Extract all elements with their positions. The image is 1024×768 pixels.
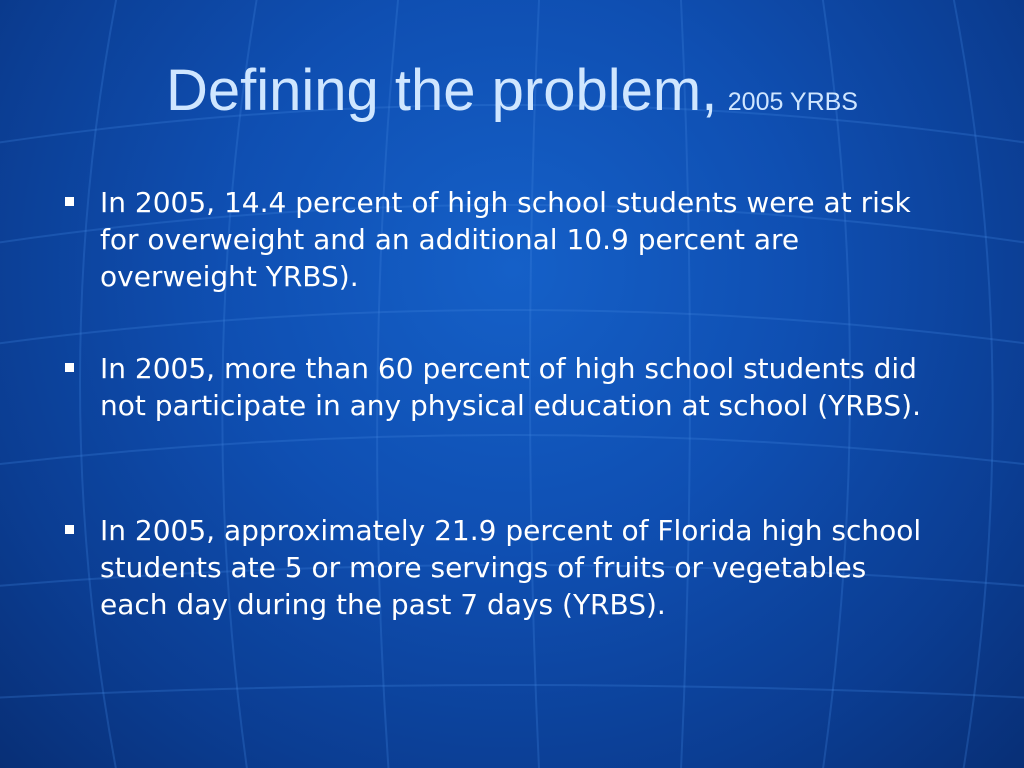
- square-bullet-icon: [65, 525, 74, 534]
- bullet-text: In 2005, 14.4 percent of high school stu…: [100, 186, 911, 293]
- square-bullet-icon: [65, 197, 74, 206]
- bullet-text: In 2005, approximately 21.9 percent of F…: [100, 514, 922, 621]
- square-bullet-icon: [65, 363, 74, 372]
- slide-title-main: Defining the problem,: [166, 58, 718, 123]
- slide-title-suffix: 2005 YRBS: [727, 88, 858, 116]
- bullet-text: In 2005, more than 60 percent of high sc…: [100, 352, 921, 422]
- slide-title: Defining the problem, 2005 YRBS: [0, 62, 1024, 120]
